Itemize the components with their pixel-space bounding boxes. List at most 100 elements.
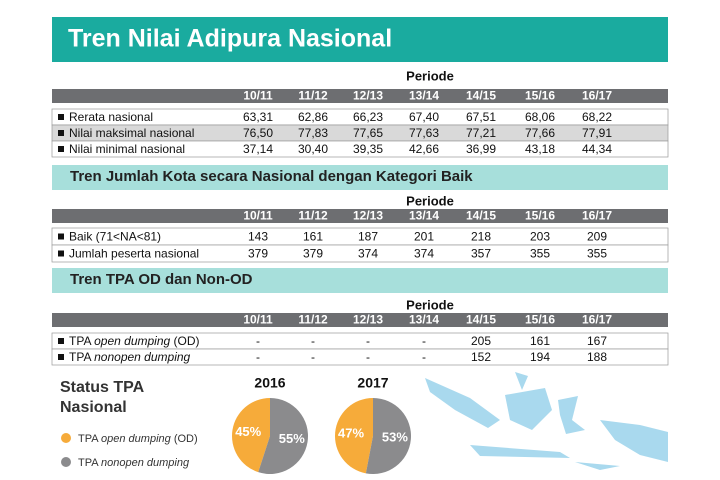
bullet <box>58 354 64 360</box>
legend-swatch <box>61 457 71 467</box>
cell: 44,34 <box>582 142 612 156</box>
cell: 374 <box>414 247 434 261</box>
column-header: 11/12 <box>298 209 328 223</box>
heading-bar <box>52 165 668 190</box>
pie-slice <box>258 398 308 474</box>
cell: - <box>366 334 370 348</box>
label-run: TPA <box>78 457 101 469</box>
bullet <box>58 130 64 136</box>
column-header: 16/17 <box>582 89 612 103</box>
table-row <box>51 244 669 263</box>
cell: 379 <box>248 247 268 261</box>
column-header-bar <box>52 89 668 103</box>
title-bar <box>52 17 668 62</box>
bullet <box>58 338 64 344</box>
cell: 77,91 <box>582 126 612 140</box>
cell: 355 <box>530 247 550 261</box>
column-header: 14/15 <box>466 209 496 223</box>
cell: 167 <box>587 334 607 348</box>
cell: 218 <box>471 230 491 244</box>
cell: 66,23 <box>353 110 383 124</box>
label-run: (OD) <box>170 334 199 348</box>
pie-label: 53% <box>382 430 408 445</box>
cell: 77,21 <box>466 126 496 140</box>
cell: 62,86 <box>298 110 328 124</box>
cell: 67,51 <box>466 110 496 124</box>
column-header: 10/11 <box>243 313 273 327</box>
cell: - <box>422 350 426 364</box>
legend-label: TPA nonopen dumping <box>78 457 190 469</box>
label-run: nonopen dumping <box>101 457 190 469</box>
bullet <box>58 146 64 152</box>
cell: 37,14 <box>243 142 273 156</box>
cell: 374 <box>358 247 378 261</box>
cell: 209 <box>587 230 607 244</box>
row-label: Rerata nasional <box>69 110 153 124</box>
map <box>425 372 668 470</box>
cell: 161 <box>530 334 550 348</box>
column-header: 16/17 <box>582 313 612 327</box>
column-header: 16/17 <box>582 209 612 223</box>
cell: 77,63 <box>409 126 439 140</box>
label-run: TPA <box>78 433 101 445</box>
pie-title: 2016 <box>254 375 285 391</box>
cell: 355 <box>587 247 607 261</box>
cell: 194 <box>530 350 550 364</box>
label-run: (OD) <box>171 433 198 445</box>
column-header: 13/14 <box>409 209 439 223</box>
label-run: open dumping <box>94 334 170 348</box>
cell: 39,35 <box>353 142 383 156</box>
pie-label: 47% <box>338 425 364 440</box>
cell: - <box>311 350 315 364</box>
cell: 205 <box>471 334 491 348</box>
row-label: Jumlah peserta nasional <box>69 247 199 261</box>
bullet <box>58 250 64 257</box>
cell: - <box>311 334 315 348</box>
pie-title: 2017 <box>357 375 388 391</box>
column-header: 10/11 <box>243 89 273 103</box>
column-header: 12/13 <box>353 209 383 223</box>
column-header-bar <box>52 313 668 327</box>
cell: 68,06 <box>525 110 555 124</box>
pie-label: 55% <box>279 431 305 446</box>
row-label: Baik (71<NA<81) <box>69 230 161 244</box>
cell: 68,22 <box>582 110 612 124</box>
cell: - <box>256 334 260 348</box>
column-header: 14/15 <box>466 313 496 327</box>
pie-slice <box>335 398 373 474</box>
periode-label: Periode <box>406 193 454 208</box>
column-header: 13/14 <box>409 313 439 327</box>
bullet <box>58 114 64 120</box>
periode-label: Periode <box>406 297 454 312</box>
legend-swatch <box>61 433 71 443</box>
cell: 43,18 <box>525 142 555 156</box>
label-run: TPA <box>69 350 94 364</box>
cell: 77,65 <box>353 126 383 140</box>
cell: 77,66 <box>525 126 555 140</box>
pie-slice <box>232 398 270 473</box>
label-run: open dumping <box>101 433 172 445</box>
cell: 161 <box>303 230 323 244</box>
cell: 188 <box>587 350 607 364</box>
cell: 67,40 <box>409 110 439 124</box>
label-run: nonopen dumping <box>94 350 190 364</box>
column-header: 10/11 <box>243 209 273 223</box>
heading-bar <box>52 268 668 293</box>
cell: 379 <box>303 247 323 261</box>
periode-label: Periode <box>406 68 454 83</box>
cell: 42,66 <box>409 142 439 156</box>
status-title: Status TPA Nasional <box>60 379 144 416</box>
section-heading: Tren TPA OD dan Non-OD <box>70 271 253 288</box>
cell: 201 <box>414 230 434 244</box>
column-header: 14/15 <box>466 89 496 103</box>
cell: 152 <box>471 350 491 364</box>
row-label: TPA nonopen dumping <box>69 350 191 364</box>
cell: 36,99 <box>466 142 496 156</box>
column-header: 11/12 <box>298 313 328 327</box>
bullet <box>58 233 64 240</box>
cell: 143 <box>248 230 268 244</box>
cell: 187 <box>358 230 378 244</box>
column-header: 13/14 <box>409 89 439 103</box>
status-title-box: Status TPA Nasional <box>60 379 144 416</box>
